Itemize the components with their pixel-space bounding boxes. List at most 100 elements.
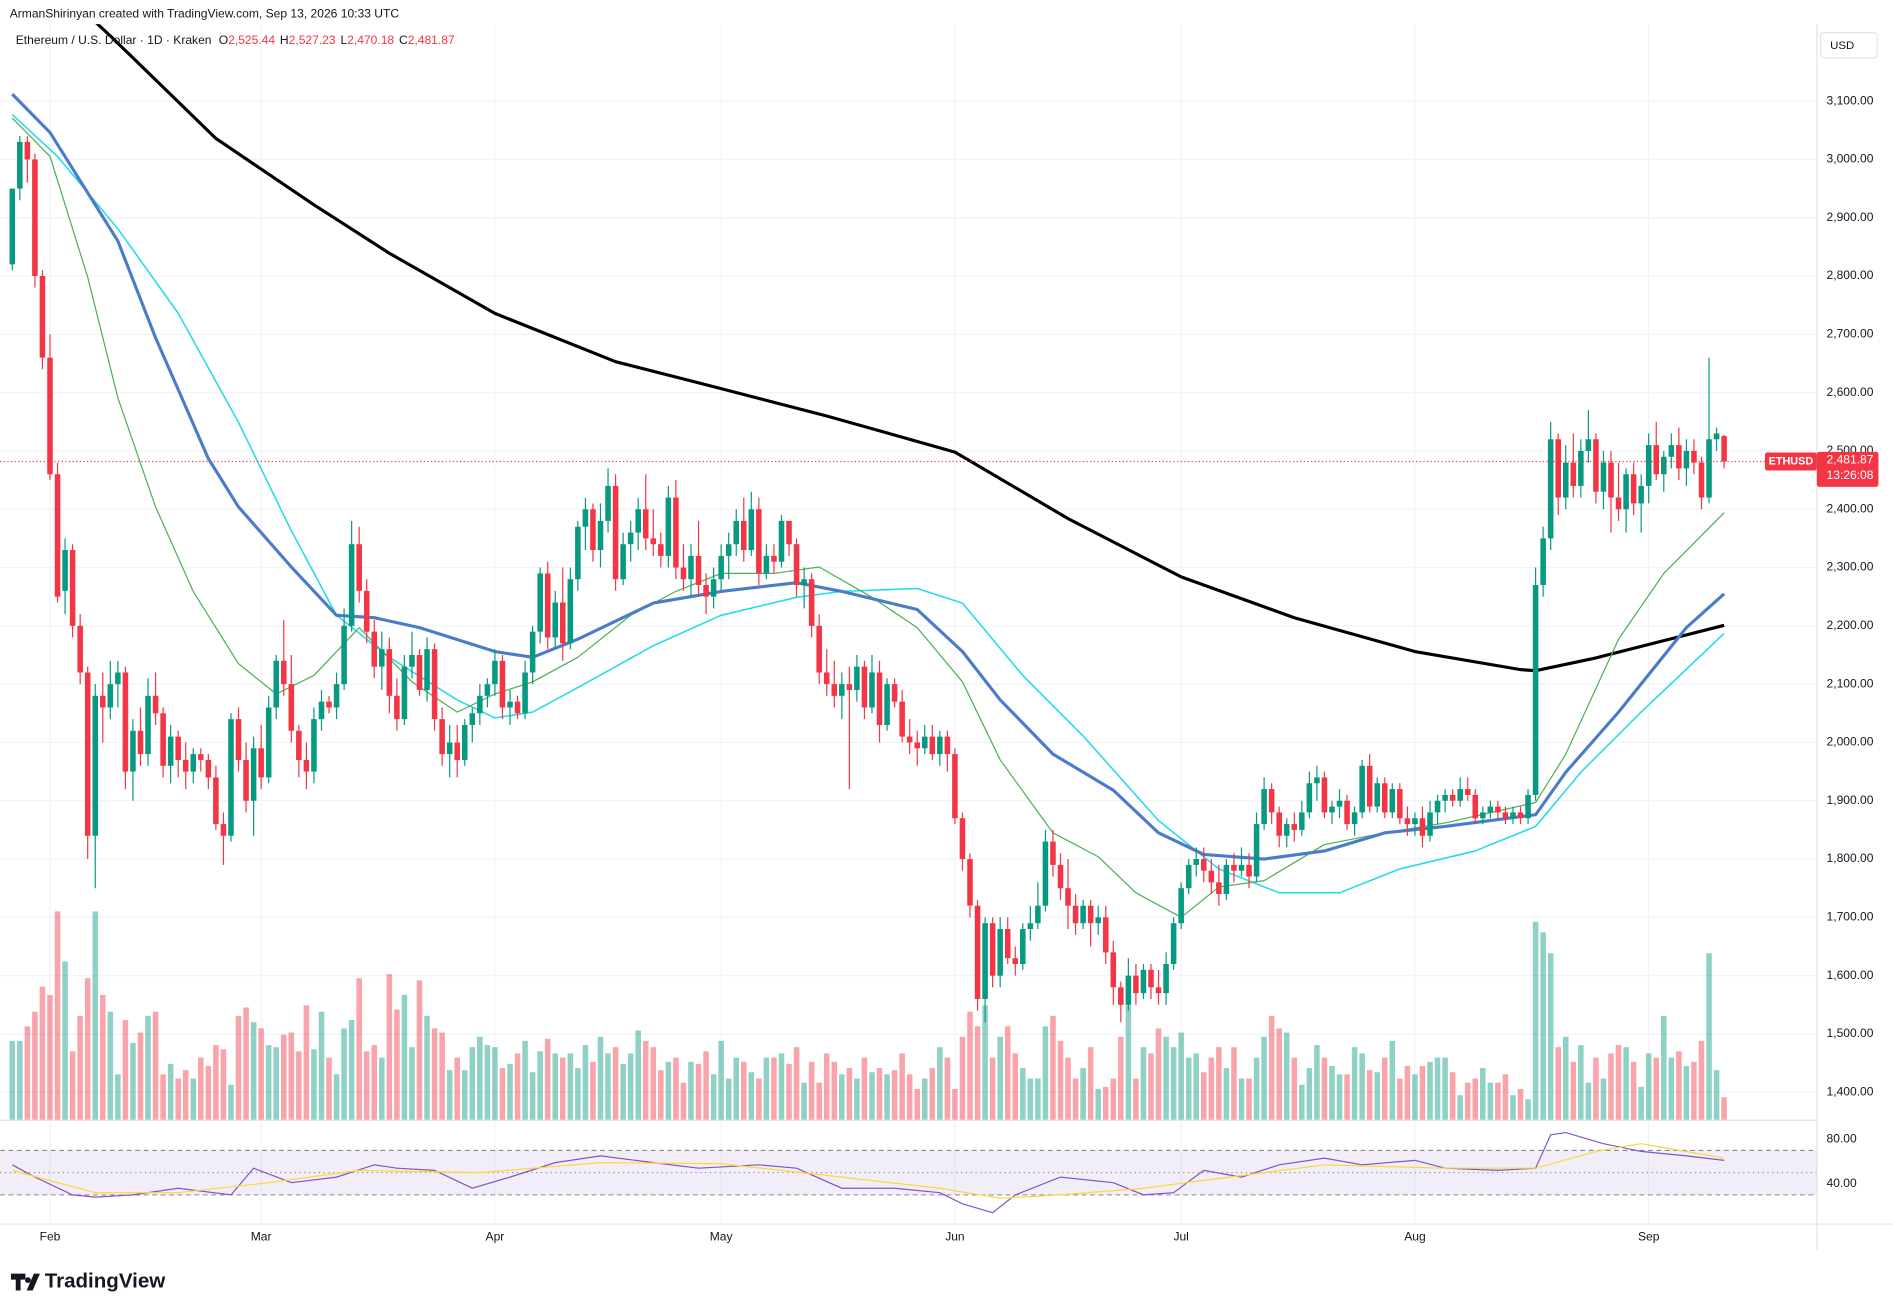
candle-body: [673, 497, 679, 568]
candle-body: [107, 684, 114, 708]
candle-body: [1472, 794, 1479, 819]
volume-bar: [1683, 1065, 1690, 1121]
legend-value: 2,525.44: [228, 33, 275, 47]
volume-bar: [137, 1032, 144, 1121]
candle-body: [982, 923, 988, 999]
candle-body: [1653, 445, 1660, 475]
candle-body: [1004, 929, 1011, 959]
candle-body: [1133, 975, 1139, 994]
candle-body: [145, 695, 151, 755]
volume-bar: [1118, 1036, 1124, 1121]
volume-bar: [84, 978, 91, 1121]
volume-bar: [318, 1011, 325, 1121]
currency-label[interactable]: USD: [1830, 40, 1854, 52]
volume-bar: [1721, 1097, 1727, 1121]
x-tick-label: Apr: [486, 1230, 505, 1244]
volume-bar: [552, 1053, 559, 1121]
candle-body: [1419, 818, 1426, 836]
candle-body: [1095, 917, 1101, 924]
candle-body: [899, 701, 905, 737]
volume-bar: [160, 1074, 166, 1121]
volume-bar: [688, 1061, 694, 1121]
volume-bar: [280, 1034, 287, 1121]
candle-body: [1268, 789, 1275, 813]
volume-bar: [122, 1020, 129, 1121]
volume-bar: [1562, 1036, 1569, 1121]
candle-body: [258, 748, 264, 778]
volume-bar: [326, 1057, 332, 1121]
candle-body: [612, 485, 619, 580]
volume-bar: [1645, 1053, 1652, 1121]
candle-body: [1570, 462, 1577, 486]
candle-body: [1593, 439, 1599, 492]
candle-body: [537, 573, 543, 632]
candle-body: [1291, 824, 1298, 830]
volume-bar: [341, 1028, 347, 1121]
candle-body: [1615, 497, 1622, 510]
logo: TradingView: [10, 1269, 165, 1292]
candle-body: [1276, 812, 1282, 836]
volume-bar: [1404, 1065, 1411, 1121]
volume-bar: [560, 1057, 566, 1121]
candle-body: [801, 579, 807, 586]
candle-body: [47, 357, 53, 475]
rsi-line: [11, 1131, 1725, 1214]
candle-body: [1676, 445, 1682, 469]
volume-bar: [1065, 1057, 1071, 1121]
volume-bar: [899, 1053, 905, 1121]
price-tag-bg: [1816, 451, 1879, 487]
candle-body: [771, 555, 777, 562]
volume-bar: [107, 1011, 114, 1121]
candle-body: [1366, 765, 1373, 807]
volume-bar: [1148, 1053, 1154, 1121]
attribution: ArmanShirinyan created with TradingView.…: [10, 7, 400, 21]
candle-body: [1585, 439, 1592, 451]
candle-body: [1525, 794, 1531, 819]
candle-body: [891, 684, 898, 702]
volume-bar: [1253, 1057, 1260, 1121]
volume-bar: [1163, 1036, 1169, 1121]
volume-bar: [243, 1007, 249, 1121]
volume-bar: [748, 1072, 755, 1121]
legend: Ethereum / U.S. Dollar · 1D · Kraken O2,5…: [16, 33, 455, 47]
volume-bar: [620, 1063, 626, 1121]
volume-bar: [394, 1009, 400, 1121]
candle-body: [1080, 905, 1086, 924]
volume-bar: [974, 1026, 981, 1121]
volume-bar: [831, 1061, 838, 1121]
candle-body: [32, 159, 38, 277]
y-tick-label: 2,400.00: [1827, 501, 1874, 515]
volume-bar: [1321, 1057, 1328, 1121]
candle-body: [1449, 794, 1456, 801]
candle-body: [1314, 777, 1320, 784]
y-tick-label: 2,600.00: [1827, 385, 1874, 399]
volume-bar: [1706, 953, 1712, 1121]
candle-body: [401, 666, 408, 720]
candle-body: [695, 555, 702, 586]
candle-body: [167, 736, 174, 766]
volume-bar: [1532, 921, 1539, 1121]
logo-icon: [10, 1273, 40, 1291]
candle-body: [876, 672, 883, 725]
candle-body: [620, 544, 626, 580]
candle-body: [680, 567, 687, 580]
volume-bar: [1412, 1074, 1418, 1121]
candle-body: [1020, 929, 1026, 965]
candle-body: [205, 759, 212, 778]
volume-bar: [439, 1032, 445, 1121]
volume-bar: [1027, 1078, 1034, 1121]
volume-bar: [1140, 1047, 1147, 1121]
candle-body: [1344, 800, 1350, 825]
volume-bar: [100, 994, 106, 1121]
currency-button[interactable]: [1819, 31, 1878, 59]
y-tick-label: 1,900.00: [1827, 793, 1874, 807]
volume-bar: [1517, 1088, 1524, 1121]
candle-body: [1118, 987, 1124, 1005]
volume-bar: [1291, 1057, 1298, 1121]
volume-bar: [258, 1028, 264, 1121]
candle-body: [756, 509, 762, 574]
volume-bar: [1585, 1082, 1592, 1121]
candle-body: [454, 742, 460, 760]
candle-body: [816, 625, 822, 673]
